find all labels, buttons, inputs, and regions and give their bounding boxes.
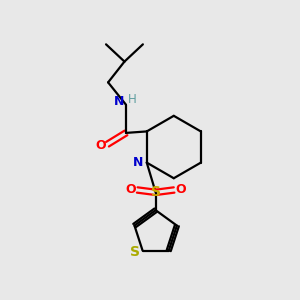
Text: H: H bbox=[128, 93, 137, 106]
Text: S: S bbox=[130, 245, 140, 259]
Text: N: N bbox=[133, 156, 144, 169]
Text: O: O bbox=[125, 184, 136, 196]
Text: O: O bbox=[175, 184, 186, 196]
Text: O: O bbox=[96, 139, 106, 152]
Text: N: N bbox=[114, 95, 124, 108]
Text: S: S bbox=[151, 185, 161, 200]
